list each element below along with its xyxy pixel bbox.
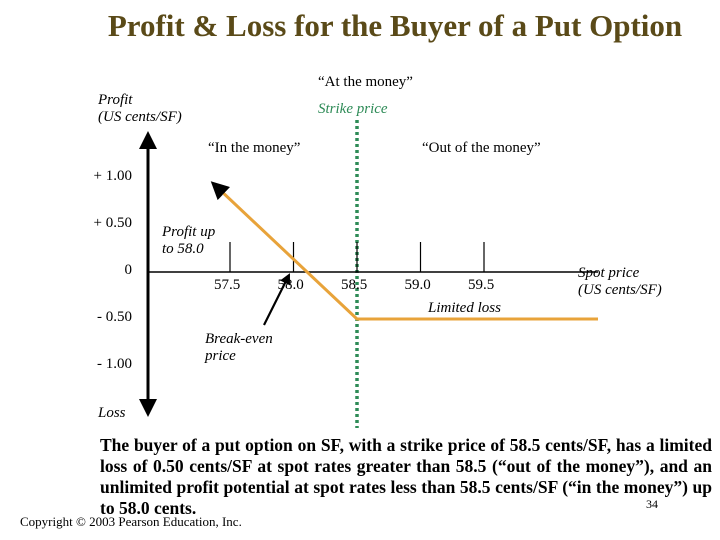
breakeven-pointer: [263, 273, 290, 326]
y-tick-label-0: + 1.00: [93, 168, 132, 184]
y-tick-label-3: - 0.50: [97, 309, 132, 325]
x-tick-label-4: 59.5: [468, 277, 495, 293]
at-the-money-label: “At the money”: [318, 74, 413, 90]
y-tick-label-2: 0: [124, 262, 133, 278]
x-tick-label-3: 59.0: [404, 277, 431, 293]
explanation-note: The buyer of a put option on SF, with a …: [100, 435, 712, 518]
page-number: 34: [646, 497, 658, 511]
y-axis-bottom-label: Loss: [98, 405, 126, 421]
payoff-line-profit: [210, 181, 359, 321]
in-the-money-label: “In the money”: [208, 140, 301, 156]
x-tick-label-2: 58.5: [341, 277, 368, 293]
limited-loss-label: Limited loss: [428, 300, 501, 316]
y-tick-label-1: + 0.50: [93, 215, 132, 231]
copyright: Copyright © 2003 Pearson Education, Inc.: [20, 514, 242, 529]
breakeven-label: Break-even price: [205, 331, 273, 365]
y-tick-label-4: - 1.00: [97, 356, 132, 372]
strike-price-label: Strike price: [318, 101, 388, 117]
x-tick-label-0: 57.5: [214, 277, 241, 293]
y-axis-title: Profit (US cents/SF): [98, 92, 182, 126]
out-of-the-money-label: “Out of the money”: [422, 140, 541, 156]
page-title: Profit & Loss for the Buyer of a Put Opt…: [107, 8, 683, 43]
x-tick-label-1: 58.0: [277, 277, 304, 293]
profit-up-to-label: Profit up to 58.0: [162, 224, 216, 258]
x-axis-title: Spot price (US cents/SF): [578, 265, 662, 299]
